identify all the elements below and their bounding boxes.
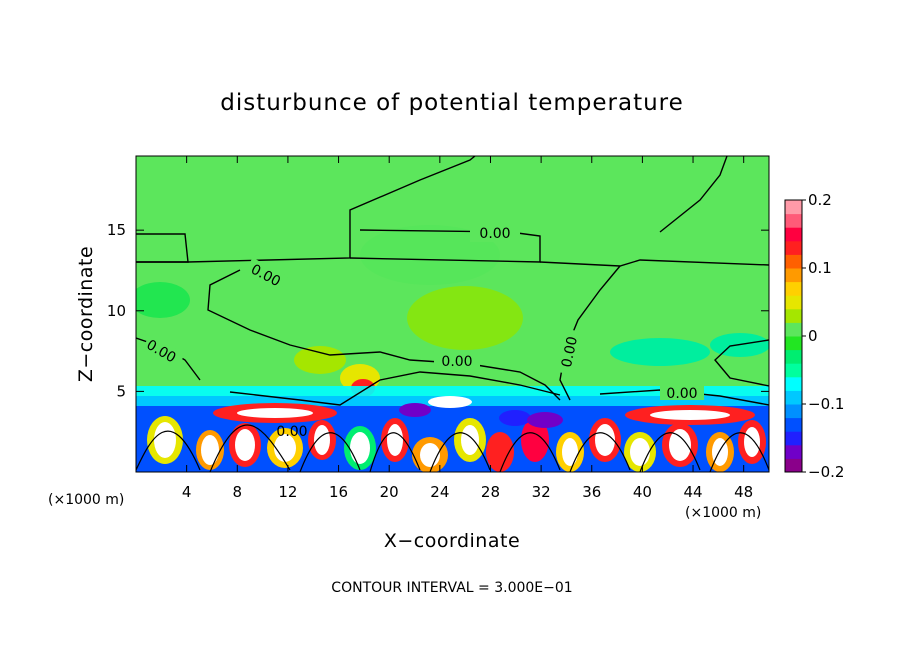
turbulent-layer [147,396,766,472]
colorbar-swatch [785,227,802,242]
colorbar-tick-label: −0.2 [808,463,844,481]
warm-anomaly [407,286,523,350]
colorbar-ticks: 0.2 0.1 0 −0.1 −0.2 [802,191,844,481]
chart-title: disturbunce of potential temperature [220,90,684,116]
colorbar-swatch [785,213,802,228]
contour-label: 0.00 [479,226,510,242]
colorbar-swatch [785,295,802,310]
colorbar-swatch [785,376,802,391]
colorbar-tick-label: −0.1 [808,395,844,413]
colorbar-swatch [785,268,802,283]
plot-frame [135,155,770,473]
x-tick-label: 28 [481,483,500,501]
contour-label: 0.00 [441,354,472,370]
colorbar-tick-label: 0.1 [808,259,832,277]
y-tick-label: 15 [107,221,126,239]
colorbar-tick-label: 0 [808,327,818,345]
x-tick-label: 40 [633,483,652,501]
x-tick-label: 8 [233,483,243,501]
colorbar-swatch [785,390,802,405]
y-axis-ticks: 5 10 15 [107,221,769,400]
x-tick-label: 4 [182,483,192,501]
colorbar [784,199,803,473]
colorbar-tick-label: 0.2 [808,191,832,209]
x-tick-label: 32 [532,483,551,501]
colorbar-swatch [785,444,802,459]
colorbar-swatch [785,349,802,364]
x-tick-label: 16 [329,483,348,501]
contour-lines [136,156,769,472]
x-tick-label: 48 [734,483,753,501]
x-tick-label: 24 [430,483,449,501]
colorbar-swatch [785,431,802,446]
y-tick-label: 5 [116,382,126,400]
colorbar-swatch [785,404,802,419]
x-axis-ticks: 4 8 12 16 20 24 28 32 36 40 44 48 [182,156,753,501]
y-axis-label: Z−coordinate [75,246,97,382]
colorbar-swatch [785,458,802,473]
colorbar-swatch [785,336,802,351]
colorbar-swatch [785,363,802,378]
colorbar-swatch [785,254,802,269]
x-tick-label: 44 [683,483,702,501]
colorbar-swatch [785,281,802,296]
contour-label: 0.00 [559,335,581,369]
y-tick-label: 10 [107,302,126,320]
contour-label: 0.00 [276,424,307,440]
cool-anomaly [610,338,710,366]
colorbar-swatch [785,322,802,337]
x-tick-label: 20 [380,483,399,501]
colorbar-swatch [785,417,802,432]
colorbar-swatch [785,240,802,255]
x-unit-left: (×1000 m) [48,492,124,508]
contour-label: 0.00 [666,386,697,402]
colorbar-swatch [785,200,802,215]
x-axis-label: X−coordinate [384,530,520,552]
contour-interval-note: CONTOUR INTERVAL = 3.000E−01 [331,580,572,596]
x-tick-label: 36 [582,483,601,501]
colorbar-swatch [785,308,802,323]
x-unit-right: (×1000 m) [685,505,761,521]
x-tick-label: 12 [278,483,297,501]
plot-field [136,156,769,472]
